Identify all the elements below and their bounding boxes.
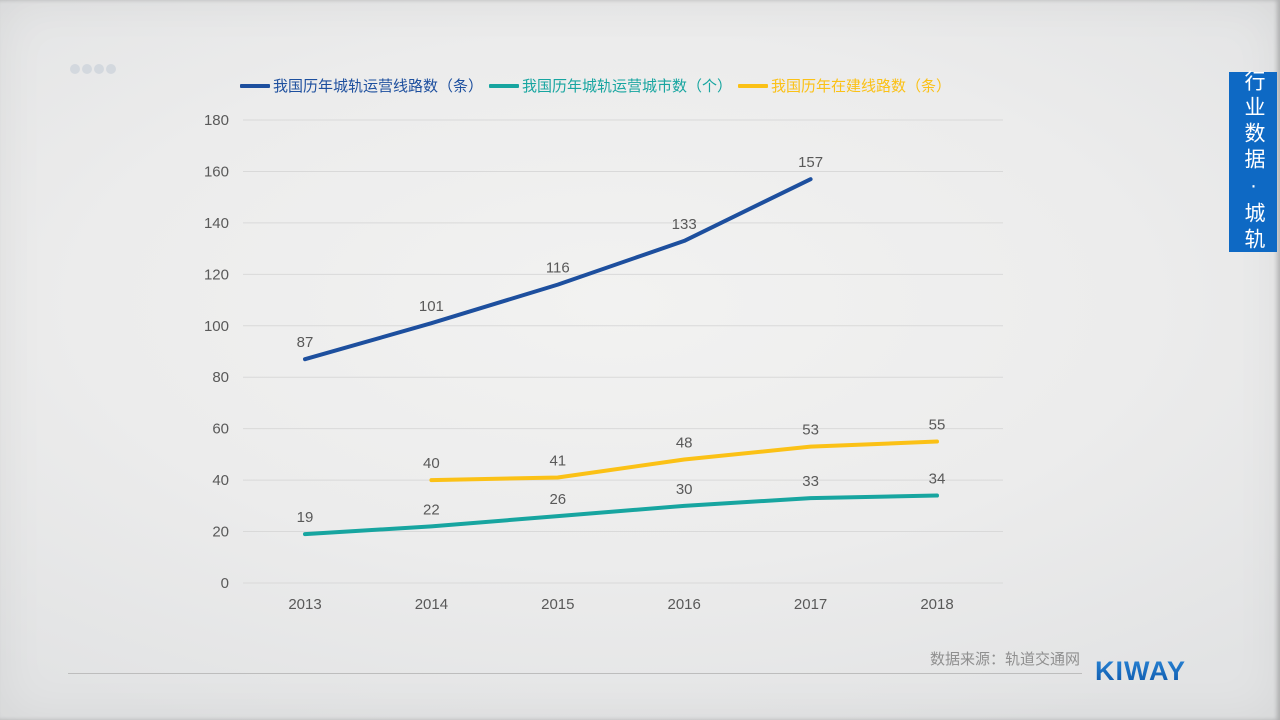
data-label: 22 bbox=[423, 501, 440, 518]
sidebar-banner: 行业数据·城轨 bbox=[1229, 70, 1277, 254]
data-label: 53 bbox=[802, 422, 819, 439]
chart-legend: 我国历年城轨运营线路数（条） 我国历年城轨运营城市数（个） 我国历年在建线路数（… bbox=[240, 75, 957, 96]
data-label: 87 bbox=[297, 334, 314, 351]
y-axis-tick-label: 160 bbox=[204, 163, 229, 180]
x-axis-tick-label: 2016 bbox=[668, 596, 701, 613]
data-label: 133 bbox=[672, 216, 697, 233]
y-axis-tick-label: 40 bbox=[212, 472, 229, 489]
dot-icon bbox=[106, 64, 116, 74]
y-axis-tick-label: 180 bbox=[204, 112, 229, 129]
progress-dots bbox=[70, 64, 116, 74]
x-axis-tick-label: 2013 bbox=[288, 596, 321, 613]
data-label: 34 bbox=[929, 471, 946, 488]
data-label: 40 bbox=[423, 455, 440, 472]
y-axis-tick-label: 100 bbox=[204, 318, 229, 335]
x-axis-tick-label: 2018 bbox=[920, 596, 953, 613]
legend-item-operating-cities: 我国历年城轨运营城市数（个） bbox=[489, 75, 732, 96]
y-axis-tick-label: 80 bbox=[212, 369, 229, 386]
sidebar-banner-label: 行业数据·城轨 bbox=[1242, 70, 1265, 254]
legend-item-under-construction-lines: 我国历年在建线路数（条） bbox=[738, 75, 951, 96]
kiway-logo: KIWAY bbox=[1095, 656, 1187, 686]
dot-icon bbox=[94, 64, 104, 74]
data-label: 41 bbox=[549, 453, 566, 470]
data-label: 33 bbox=[802, 473, 819, 490]
data-label: 19 bbox=[297, 509, 314, 526]
dot-icon bbox=[82, 64, 92, 74]
dot-icon bbox=[70, 64, 80, 74]
data-label: 55 bbox=[929, 417, 946, 434]
data-label: 101 bbox=[419, 298, 444, 315]
data-label: 26 bbox=[549, 491, 566, 508]
x-axis-tick-label: 2015 bbox=[541, 596, 574, 613]
series-line bbox=[429, 439, 939, 483]
series-line bbox=[303, 493, 939, 537]
y-axis-tick-label: 120 bbox=[204, 266, 229, 283]
legend-label: 我国历年城轨运营线路数（条） bbox=[273, 78, 484, 95]
legend-label: 我国历年城轨运营城市数（个） bbox=[522, 78, 733, 95]
legend-swatch-icon bbox=[489, 83, 520, 88]
data-label: 48 bbox=[676, 435, 693, 452]
data-source-text: 数据来源：轨道交通网 bbox=[929, 651, 1080, 668]
legend-item-operating-lines: 我国历年城轨运营线路数（条） bbox=[240, 75, 483, 96]
data-label: 116 bbox=[546, 260, 570, 277]
x-axis-tick-label: 2017 bbox=[794, 596, 827, 613]
x-axis-tick-label: 2014 bbox=[415, 596, 448, 613]
series-line bbox=[303, 177, 813, 362]
footer-divider bbox=[68, 673, 1082, 674]
data-label: 157 bbox=[798, 154, 823, 171]
y-axis-tick-label: 20 bbox=[212, 524, 229, 541]
y-axis-tick-label: 140 bbox=[204, 215, 229, 232]
legend-label: 我国历年在建线路数（条） bbox=[771, 78, 952, 95]
data-label: 30 bbox=[676, 481, 693, 498]
legend-swatch-icon bbox=[738, 83, 769, 88]
y-axis-tick-label: 0 bbox=[221, 575, 229, 592]
legend-swatch-icon bbox=[240, 83, 270, 88]
y-axis-tick-label: 60 bbox=[212, 421, 229, 438]
